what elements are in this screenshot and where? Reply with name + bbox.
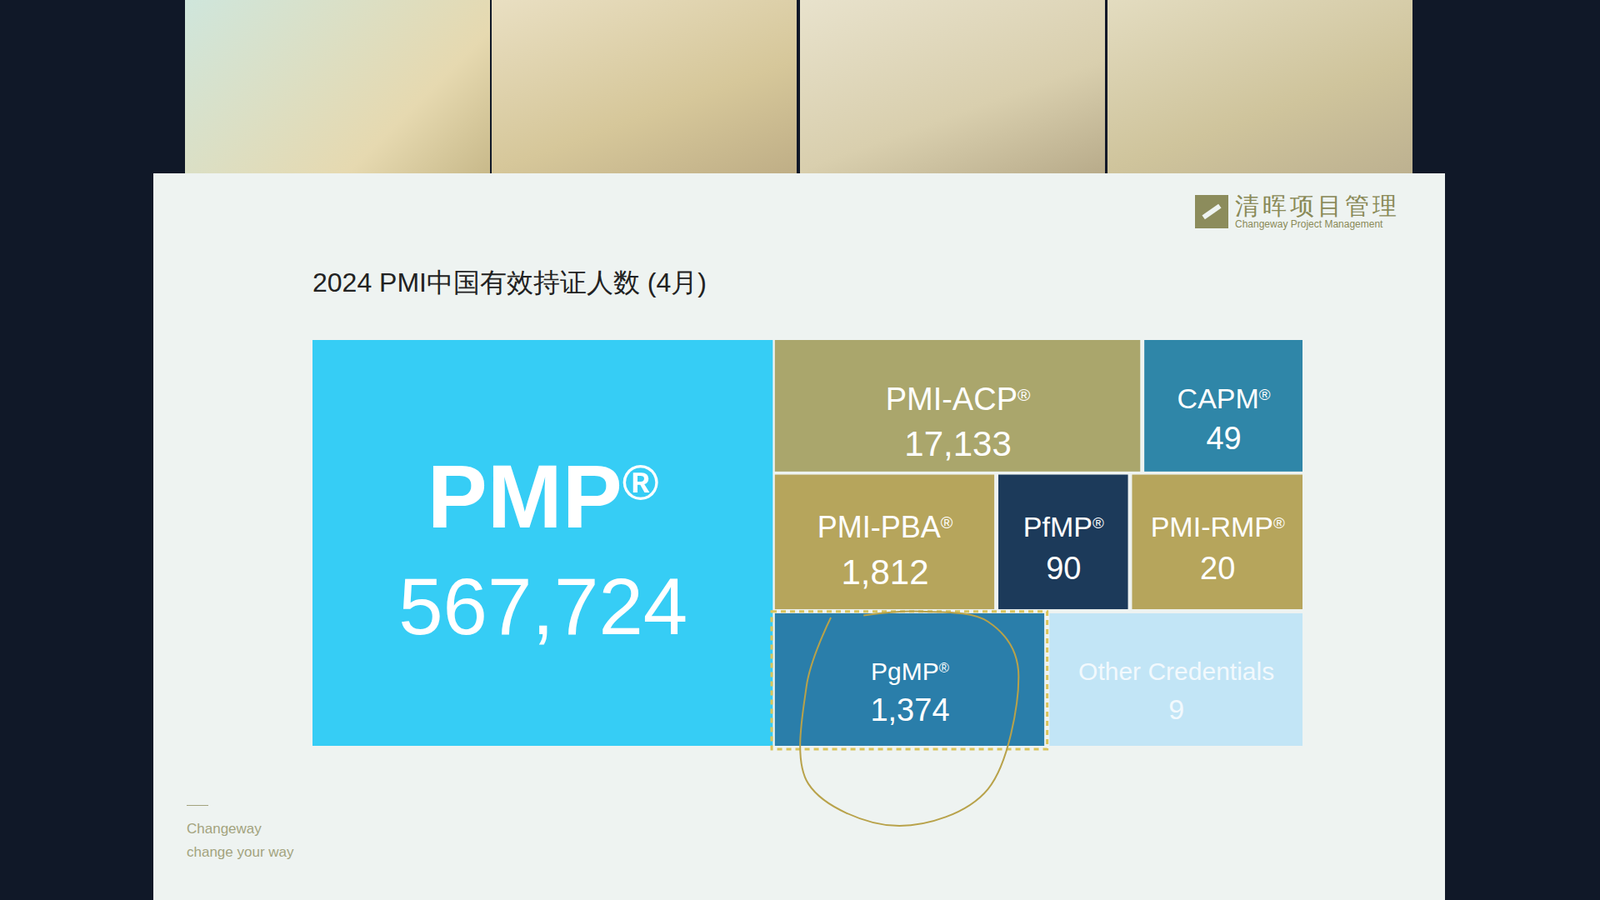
html-text:Changeway: Changeway — [186, 820, 262, 837]
svg-text:1,812: 1,812 — [840, 552, 929, 592]
svg-text:PfMP®: PfMP® — [1023, 510, 1105, 543]
svg-text:49: 49 — [1205, 420, 1241, 456]
html-text:change your way: change your way — [186, 844, 294, 860]
svg-text:PMP®: PMP® — [427, 445, 660, 547]
svg-text:PMI-PBA®: PMI-PBA® — [817, 510, 954, 545]
svg-text:CAPM®: CAPM® — [1177, 382, 1271, 415]
svg-text:9: 9 — [1168, 693, 1185, 725]
svg-text:PMI-RMP®: PMI-RMP® — [1150, 510, 1285, 543]
html-text:清晖项目管理: 清晖项目管理 — [1235, 191, 1400, 220]
html-text:Changeway Project Management: Changeway Project Management — [1235, 218, 1383, 230]
svg-text:PMI-ACP®: PMI-ACP® — [885, 381, 1031, 417]
svg-text:567,724: 567,724 — [398, 561, 688, 651]
svg-text:17,133: 17,133 — [904, 424, 1011, 464]
svg-text:PgMP®: PgMP® — [870, 657, 950, 685]
svg-text:90: 90 — [1045, 550, 1081, 586]
svg-text:20: 20 — [1200, 550, 1235, 586]
svg-text:Other Credentials: Other Credentials — [1078, 657, 1275, 685]
html-text:2024 PMI中国有效持证人数 (4月): 2024 PMI中国有效持证人数 (4月) — [312, 267, 707, 298]
svg-text:1,374: 1,374 — [870, 692, 950, 728]
